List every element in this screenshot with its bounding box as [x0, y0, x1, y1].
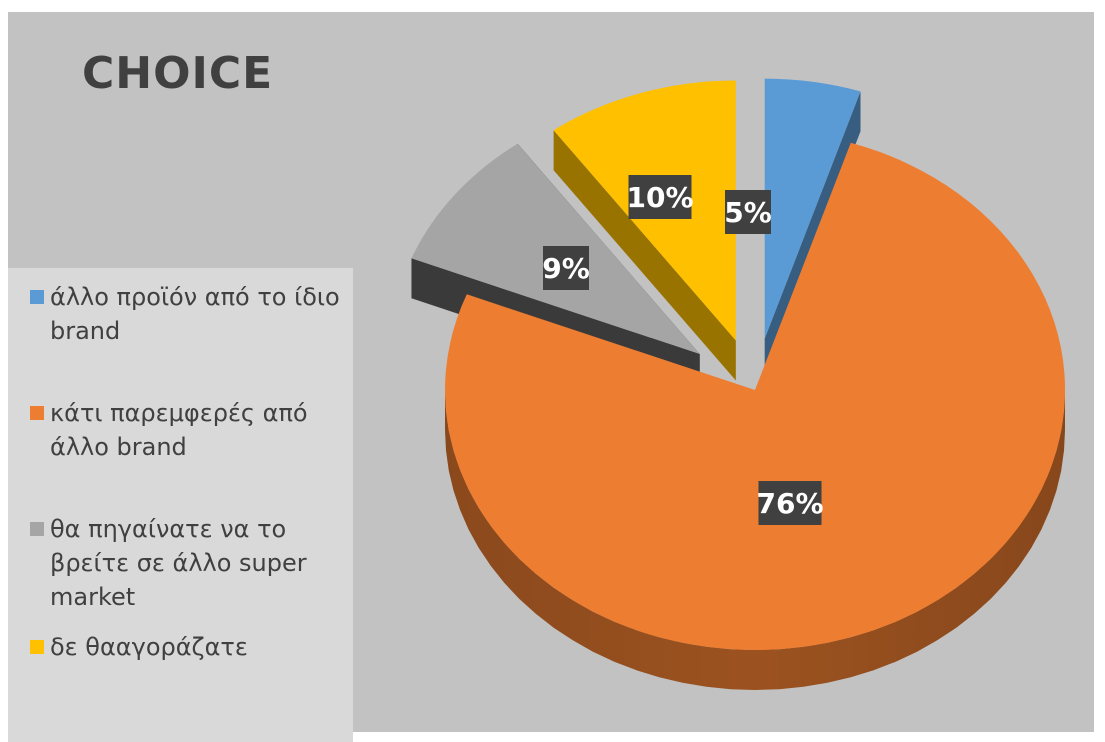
legend-item: δε θααγοράζατε — [30, 630, 350, 664]
data-label-box — [758, 481, 822, 525]
legend-item: θα πηγαίνατε να το βρείτε σε άλλο super … — [30, 512, 350, 614]
pie-slice — [445, 142, 1066, 650]
data-label: 9% — [542, 252, 590, 285]
slice-cut-face — [553, 130, 736, 381]
pie-slice — [764, 78, 861, 339]
legend-swatch — [30, 640, 44, 654]
legend-item: άλλο προϊόν από το ίδιο brand — [30, 280, 350, 348]
legend-label: δε θααγοράζατε — [50, 633, 248, 661]
legend-item: κάτι παρεμφερές από άλλο brand — [30, 396, 350, 464]
legend: άλλο προϊόν από το ίδιο brand κάτι παρεμ… — [8, 268, 353, 742]
data-label-box — [628, 175, 692, 219]
data-label: 5% — [724, 196, 772, 229]
legend-swatch — [30, 290, 44, 304]
data-label-box — [543, 246, 589, 290]
data-label: 76% — [756, 487, 823, 520]
data-label-box — [725, 190, 771, 234]
chart-title: CHOICE — [82, 48, 274, 99]
data-label: 10% — [626, 181, 693, 214]
legend-label: θα πηγαίνατε να το βρείτε σε άλλο super … — [50, 515, 307, 611]
legend-label: άλλο προϊόν από το ίδιο brand — [50, 283, 340, 345]
legend-label: κάτι παρεμφερές από άλλο brand — [50, 399, 308, 461]
legend-swatch — [30, 406, 44, 420]
legend-swatch — [30, 522, 44, 536]
